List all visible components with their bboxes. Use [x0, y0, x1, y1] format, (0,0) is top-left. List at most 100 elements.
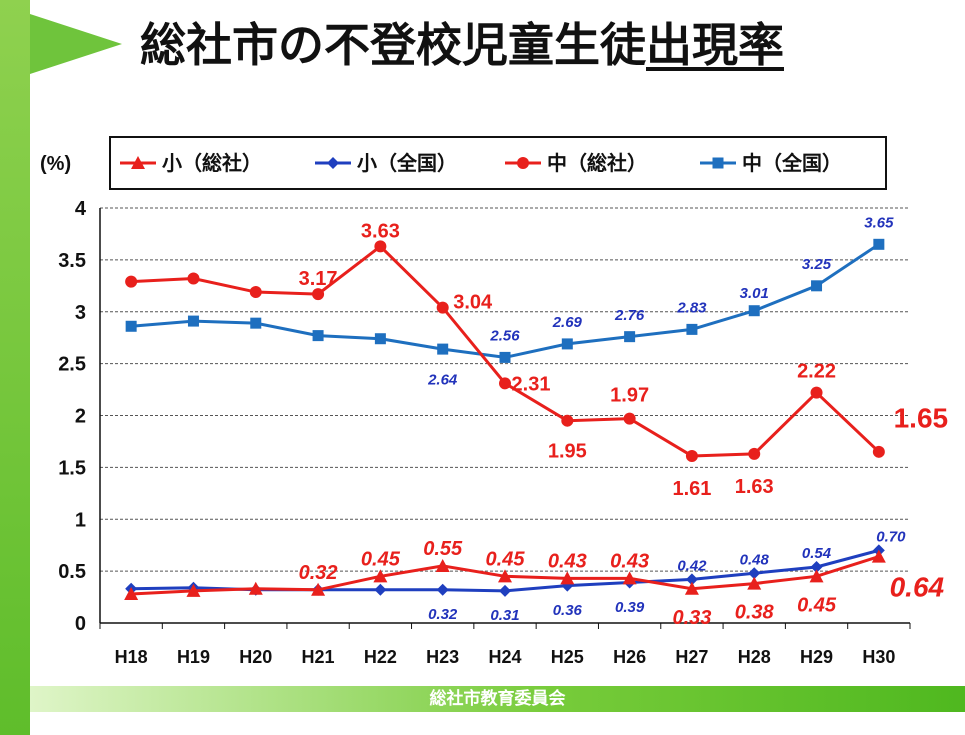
- data-label: 0.45: [797, 594, 837, 616]
- data-point: [748, 305, 760, 317]
- data-label: 2.56: [489, 328, 520, 345]
- data-point: [374, 583, 387, 596]
- data-label: 0.38: [735, 602, 775, 624]
- legend-label: 中（総社）: [547, 151, 647, 175]
- data-point: [499, 584, 511, 597]
- data-label: 0.36: [553, 602, 583, 619]
- data-point: [250, 317, 262, 329]
- data-label: 1.63: [735, 476, 774, 498]
- data-point: [685, 449, 698, 462]
- data-label: 1.97: [610, 385, 649, 407]
- data-point: [499, 377, 511, 390]
- data-label: 1.95: [548, 441, 587, 463]
- data-point: [684, 581, 699, 595]
- data-point: [124, 586, 139, 600]
- data-point: [811, 280, 823, 292]
- data-label: 3.17: [299, 268, 338, 290]
- data-label: 3.04: [453, 292, 493, 314]
- data-label: 3.25: [802, 256, 832, 273]
- data-point: [871, 549, 886, 563]
- data-label: 2.22: [797, 361, 836, 383]
- x-tick-label: H29: [800, 647, 833, 667]
- data-label: 0.54: [802, 545, 832, 562]
- data-point: [685, 573, 698, 586]
- data-point: [686, 323, 698, 335]
- data-label: 0.45: [361, 548, 401, 570]
- data-point: [374, 240, 387, 253]
- data-point: [810, 560, 823, 573]
- data-point: [125, 275, 138, 288]
- data-point: [186, 583, 201, 597]
- y-tick-label: 3.5: [58, 250, 86, 272]
- y-tick-label: 1.5: [58, 457, 86, 479]
- data-label: 0.55: [423, 538, 463, 560]
- series-group: [124, 238, 886, 600]
- x-tick-label: H19: [177, 647, 210, 667]
- data-point: [873, 238, 885, 250]
- title-underlined: 出現率: [646, 18, 784, 72]
- data-point: [249, 286, 262, 299]
- data-label: 0.48: [740, 551, 770, 568]
- title-prefix: 総社市の不登校児童生徒: [140, 18, 646, 72]
- data-point: [623, 412, 636, 425]
- data-label: 1.65: [894, 403, 949, 434]
- data-label: 2.83: [676, 300, 707, 317]
- data-point: [499, 351, 511, 363]
- data-point: [809, 569, 824, 583]
- footer-text: 総社市教育委員会: [429, 689, 566, 709]
- data-label: 0.64: [890, 571, 945, 602]
- data-point: [748, 567, 761, 580]
- data-label: 2.69: [552, 314, 583, 331]
- x-tick-label: H21: [302, 647, 335, 667]
- data-point: [435, 558, 450, 572]
- y-tick-label: 1: [75, 509, 86, 531]
- data-point: [125, 320, 137, 332]
- data-label: 0.43: [610, 550, 649, 572]
- axes: 0 0.5 1 1.5 2 2.5 3 3.5 4 H18 H19 H20 H21 H22 H23 H24 H2…: [58, 198, 911, 667]
- y-tick-label: 2: [75, 406, 86, 428]
- data-label: 3.01: [740, 285, 769, 302]
- data-label: 3.65: [864, 215, 894, 232]
- legend-swatch-marker: [712, 157, 724, 169]
- data-label: 2.76: [614, 307, 645, 324]
- data-label: 1.61: [672, 478, 711, 500]
- y-tick-label: 0.5: [58, 561, 86, 583]
- data-labels: 0.32 0.45 0.55 0.45 0.43 0.43 0.33 0.38 0.45 0.64…: [299, 215, 948, 629]
- x-tick-label: H30: [862, 647, 895, 667]
- data-point: [312, 288, 325, 301]
- legend-label: 小（総社）: [162, 151, 262, 175]
- y-tick-label: 4: [75, 198, 87, 220]
- data-point: [436, 583, 449, 596]
- legend-swatch-marker: [517, 157, 529, 169]
- x-tick-label: H18: [115, 647, 148, 667]
- footer-bar: 総社市教育委員会: [30, 686, 965, 712]
- data-point: [561, 414, 574, 427]
- data-point: [498, 569, 512, 583]
- data-point: [248, 581, 263, 595]
- data-point: [187, 272, 200, 285]
- data-point: [624, 331, 636, 343]
- data-point: [810, 386, 823, 399]
- legend-swatch-marker: [327, 157, 339, 169]
- y-tick-label: 2.5: [58, 354, 86, 376]
- x-tick-label: H25: [551, 647, 584, 667]
- legend-label: 中（全国）: [742, 151, 842, 175]
- x-tick-label: H27: [675, 647, 708, 667]
- x-tick-label: H23: [426, 647, 459, 667]
- legend-label: 小（全国）: [357, 151, 457, 175]
- legend: 小（総社） 小（全国） 中（総社） 中（全国）: [120, 151, 842, 175]
- legend-swatch-marker: [131, 156, 145, 169]
- data-label: 0.32: [299, 562, 338, 584]
- data-point: [437, 343, 449, 355]
- data-label: 0.31: [490, 607, 519, 624]
- data-point: [622, 571, 637, 585]
- data-label: 0.43: [548, 550, 587, 572]
- data-label: 0.42: [677, 558, 707, 575]
- data-point: [374, 333, 386, 345]
- data-point: [748, 447, 761, 460]
- data-point: [311, 582, 326, 596]
- data-label: 0.39: [615, 599, 645, 616]
- data-point: [373, 569, 388, 583]
- y-tick-label: 0: [75, 613, 86, 635]
